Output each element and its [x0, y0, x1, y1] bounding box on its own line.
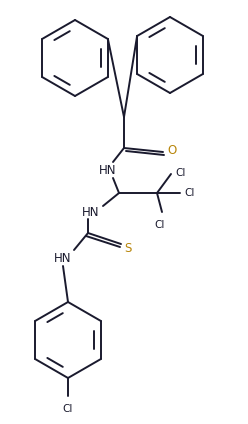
Text: HN: HN: [82, 206, 100, 218]
Text: Cl: Cl: [155, 220, 165, 230]
Text: O: O: [167, 145, 177, 157]
Text: S: S: [124, 242, 132, 254]
Text: Cl: Cl: [175, 168, 185, 178]
Text: HN: HN: [54, 253, 72, 265]
Text: Cl: Cl: [63, 404, 73, 414]
Text: Cl: Cl: [184, 188, 194, 198]
Text: HN: HN: [99, 165, 117, 178]
